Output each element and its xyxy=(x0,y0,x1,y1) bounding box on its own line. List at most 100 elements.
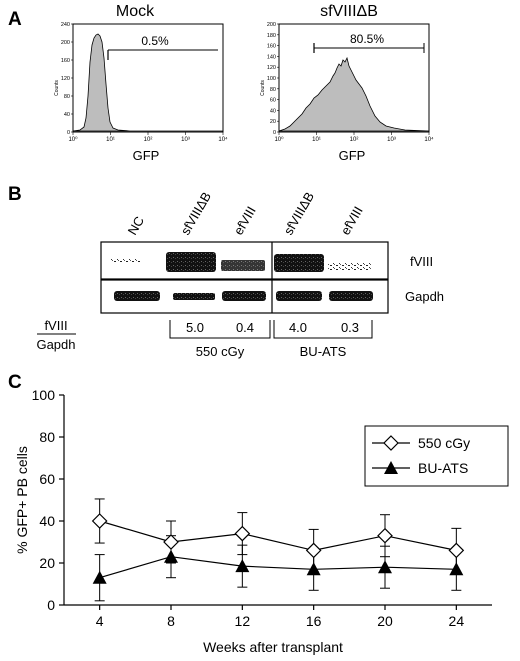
data-point-550 xyxy=(234,525,251,542)
data-point-550 xyxy=(305,542,322,559)
histogram-xtick-label: 10⁰ xyxy=(68,136,78,143)
data-point-550 xyxy=(163,534,179,550)
lane-label-sfviii-2: sfVIIIΔB xyxy=(281,189,317,237)
histogram-mock-distribution xyxy=(72,33,223,132)
histogram-xtick-label: 10² xyxy=(144,137,153,143)
histogram-ytick-label: 160 xyxy=(61,58,70,64)
histogram-ytick-label: 120 xyxy=(267,65,276,71)
histogram-ytick-label: 60 xyxy=(270,98,276,104)
histogram-xtick-label: 10² xyxy=(350,137,359,143)
lane-label-nc: NC xyxy=(125,214,147,238)
histogram-ytick-label: 100 xyxy=(267,76,276,82)
band-fviii-sfviii-1 xyxy=(166,252,216,272)
histogram-mock-xlabel: GFP xyxy=(133,148,160,163)
band-fviii-efviii-1 xyxy=(221,260,265,271)
lane-label-efviii-1: efVIII xyxy=(231,204,259,238)
histogram-xtick-label: 10⁰ xyxy=(274,136,284,143)
band-fviii-nc xyxy=(111,258,141,262)
histogram-sfviii-ylabel: Counts xyxy=(260,80,266,96)
histogram-ytick-label: 0 xyxy=(67,130,70,136)
panel-c-label: C xyxy=(8,372,22,393)
data-point-550 xyxy=(377,527,393,544)
histogram-sfviii-xlabel: GFP xyxy=(339,148,366,163)
chart-xtick-label: 12 xyxy=(235,613,251,629)
band-gapdh-sfviii-1 xyxy=(173,293,215,300)
chart-ytick-label: 20 xyxy=(39,555,55,571)
histogram-mock-title: Mock xyxy=(116,3,155,20)
histogram-ytick-label: 0 xyxy=(273,130,276,136)
chart-ytick-label: 80 xyxy=(39,429,55,445)
group-label-550: 550 cGy xyxy=(196,344,245,359)
data-point-buats xyxy=(92,570,107,584)
group-label-buats: BU-ATS xyxy=(300,344,347,359)
chart-xtick-label: 4 xyxy=(96,613,104,629)
series-line-0 xyxy=(99,520,457,552)
ratio-value: 0.4 xyxy=(236,320,254,335)
data-point-550 xyxy=(448,542,465,559)
ratio-value: 4.0 xyxy=(289,320,307,335)
line-chart: % GFP+ PB cells Weeks after transplant 0… xyxy=(14,387,509,655)
chart-legend: 550 cGy BU-ATS xyxy=(364,425,509,487)
legend-frame xyxy=(364,425,509,487)
row-label-fviii: fVIII xyxy=(410,254,433,269)
band-gapdh-nc xyxy=(114,291,160,301)
histogram-xtick-label: 10⁴ xyxy=(424,136,434,143)
chart-ytick-label: 0 xyxy=(47,597,55,613)
data-point-buats xyxy=(449,562,464,576)
legend-label-550: 550 cGy xyxy=(418,435,470,451)
histogram-sfviii-distribution xyxy=(278,56,430,132)
data-point-buats xyxy=(235,559,250,573)
ratio-numerator: fVIII xyxy=(44,318,67,333)
histogram-ytick-label: 20 xyxy=(270,119,276,125)
series-line-1 xyxy=(99,556,457,579)
histogram-mock: Mock 0.5% GFP Counts 0 40 80 120 160 200 240 1… xyxy=(54,3,228,163)
histogram-ytick-label: 200 xyxy=(267,22,276,28)
data-point-buats xyxy=(378,560,392,574)
group-bracket-550 xyxy=(169,320,271,339)
lane-label-sfviii-1: sfVIIIΔB xyxy=(178,189,214,237)
lane-label-efviii-2: efVIII xyxy=(338,204,366,238)
chart-ylabel: % GFP+ PB cells xyxy=(14,446,30,554)
histogram-ytick-label: 40 xyxy=(270,108,276,114)
histogram-ytick-label: 80 xyxy=(270,87,276,93)
chart-xtick-label: 16 xyxy=(306,613,322,629)
chart-ytick-label: 100 xyxy=(32,387,56,403)
histogram-sfviii: sfVIIIΔB 80.5% GFP Counts 0 20 40 60 80 100 12… xyxy=(260,3,434,163)
ratio-value: 5.0 xyxy=(186,320,204,335)
band-gapdh-efviii-1 xyxy=(222,291,266,301)
histogram-mock-gate-label: 0.5% xyxy=(141,34,169,48)
legend-marker-triangle-icon xyxy=(384,461,398,474)
ratio-denominator: Gapdh xyxy=(36,337,75,352)
chart-xtick-label: 20 xyxy=(377,613,393,629)
histogram-sfviii-title: sfVIIIΔB xyxy=(320,3,378,20)
western-blot: NC sfVIIIΔB efVIII sfVIIIΔB efVIII fVIII… xyxy=(36,189,444,359)
histogram-xtick-label: 10³ xyxy=(181,137,190,143)
row-label-gapdh: Gapdh xyxy=(405,289,444,304)
band-gapdh-sfviii-2 xyxy=(276,291,322,301)
histogram-ytick-label: 240 xyxy=(61,22,70,28)
histogram-xtick-label: 10¹ xyxy=(312,137,321,143)
band-fviii-efviii-2 xyxy=(328,263,372,271)
histogram-xtick-label: 10⁴ xyxy=(218,136,228,143)
ratio-value: 0.3 xyxy=(341,320,359,335)
group-bracket-buats xyxy=(273,320,373,339)
legend-marker-diamond-icon xyxy=(383,435,399,451)
chart-xlabel: Weeks after transplant xyxy=(203,639,343,655)
chart-xtick-label: 24 xyxy=(449,613,465,629)
band-gapdh-efviii-2 xyxy=(329,291,373,301)
chart-ytick-label: 40 xyxy=(39,513,55,529)
histogram-ytick-label: 120 xyxy=(61,76,70,82)
histogram-xtick-label: 10¹ xyxy=(106,137,115,143)
band-fviii-sfviii-2 xyxy=(274,254,324,272)
legend-label-buats: BU-ATS xyxy=(418,460,468,476)
histogram-ytick-label: 140 xyxy=(267,54,276,60)
panel-a-label: A xyxy=(8,9,22,30)
histogram-xtick-label: 10³ xyxy=(387,137,396,143)
data-point-buats xyxy=(306,562,321,576)
histogram-ytick-label: 160 xyxy=(267,44,276,50)
histogram-sfviii-gate-label: 80.5% xyxy=(350,32,384,46)
histogram-ytick-label: 80 xyxy=(64,94,70,100)
histogram-mock-ylabel: Counts xyxy=(54,80,60,96)
chart-xtick-label: 8 xyxy=(167,613,175,629)
